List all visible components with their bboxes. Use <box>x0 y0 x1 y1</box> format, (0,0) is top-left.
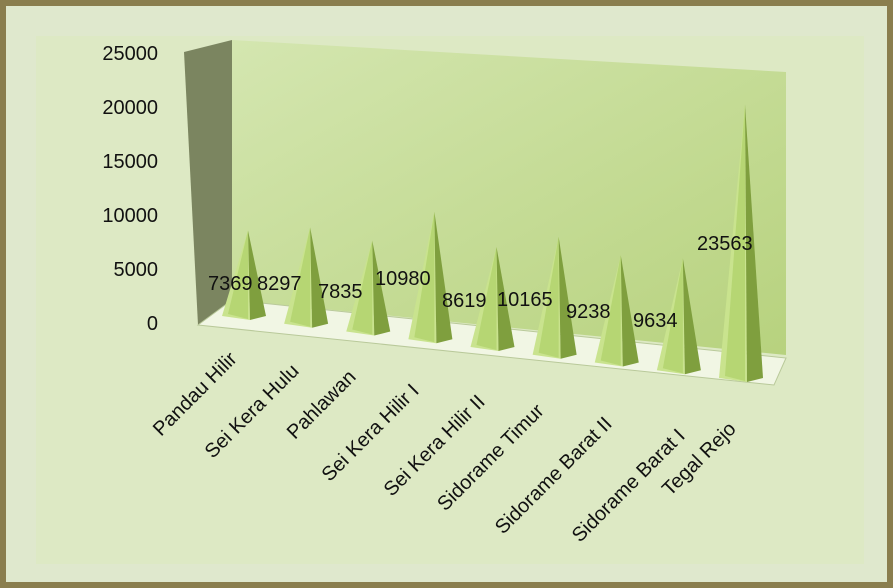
pyramid-bar <box>284 227 329 328</box>
pyramid-highlight <box>600 255 621 366</box>
data-label: 10980 <box>375 268 431 290</box>
pyramid-highlight <box>290 227 311 327</box>
pyramid-face-right <box>434 211 453 344</box>
pyramid-bar <box>408 211 453 344</box>
pyramid-bar <box>222 230 266 320</box>
data-label: 9238 <box>566 301 611 323</box>
pyramid-face-right <box>310 227 329 328</box>
pyramid-face-right <box>745 104 763 383</box>
pyramid-highlight <box>538 236 559 358</box>
y-tick-label: 10000 <box>102 205 158 227</box>
side-wall <box>184 40 232 325</box>
pyramid-bar <box>594 255 639 367</box>
pyramid-face-right <box>620 255 639 367</box>
y-tick-label: 20000 <box>102 97 158 119</box>
data-label: 7369 <box>208 273 253 295</box>
y-tick-label: 5000 <box>114 259 159 281</box>
data-label: 23563 <box>697 233 753 255</box>
pyramid-highlight <box>725 104 745 382</box>
data-series <box>222 104 763 383</box>
pyramid-face-right <box>372 240 391 336</box>
data-label: 7835 <box>318 281 363 303</box>
pyramid-highlight <box>662 258 683 374</box>
pyramid-bar <box>719 104 763 383</box>
pyramid-bar <box>532 236 577 359</box>
data-labels: 7369 8297 7835 10980 8619 10165 9238 9634 23563 <box>208 233 753 332</box>
data-label: 10165 <box>497 289 553 311</box>
pyramid-highlight <box>352 240 373 335</box>
pyramid-face-right <box>558 236 577 359</box>
pyramid-bar <box>346 240 391 336</box>
pyramid-face-right <box>682 258 701 375</box>
pyramid-bar <box>656 258 701 375</box>
data-label: 9634 <box>633 310 678 332</box>
y-tick-label: 25000 <box>102 43 158 65</box>
pyramid-highlight <box>476 246 497 350</box>
pyramid-highlight <box>228 230 248 319</box>
data-label: 8619 <box>442 290 487 312</box>
y-tick-label: 0 <box>147 313 158 335</box>
pyramid-highlight <box>414 211 435 343</box>
pyramid-face-right <box>248 230 266 320</box>
pyramid-bar <box>470 246 515 351</box>
pyramid-face-right <box>496 246 515 351</box>
y-axis: 0 5000 10000 15000 20000 25000 <box>102 43 158 335</box>
y-tick-label: 15000 <box>102 151 158 173</box>
data-label: 8297 <box>257 273 302 295</box>
